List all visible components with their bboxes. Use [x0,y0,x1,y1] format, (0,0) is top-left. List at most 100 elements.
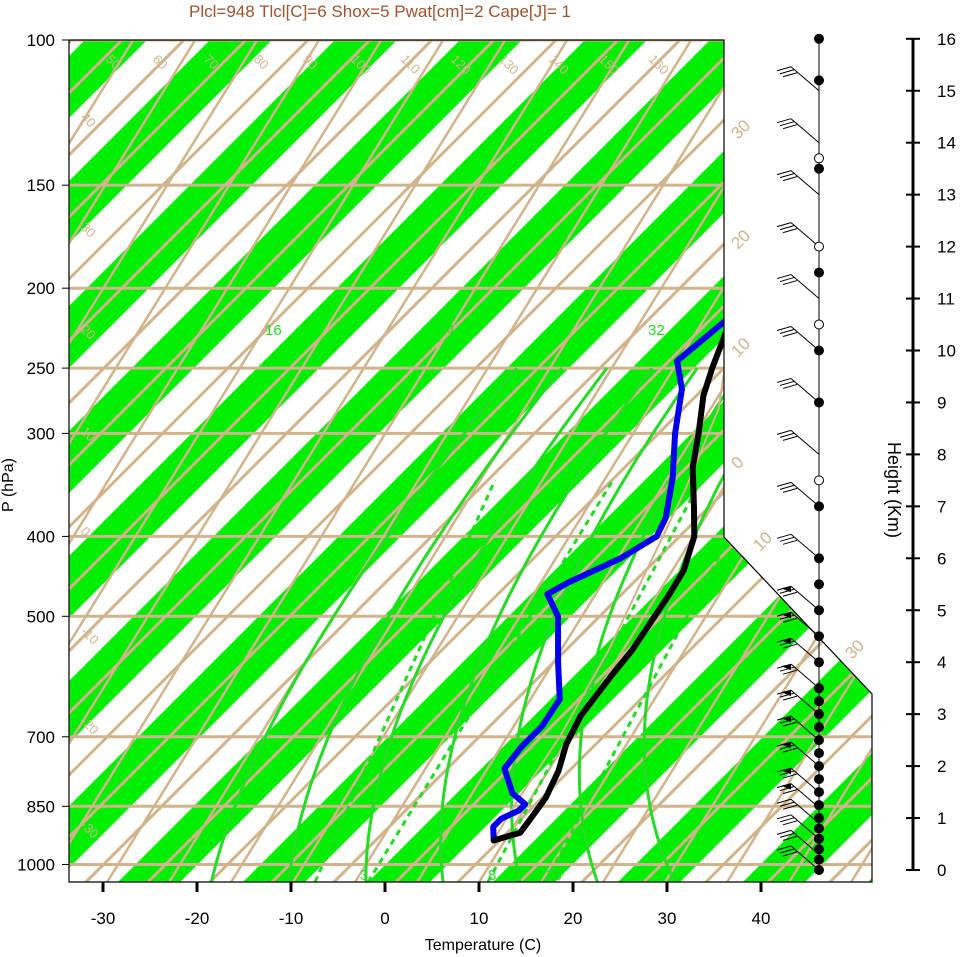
wind-barb [790,585,820,611]
skew-label: 30 [727,116,754,143]
isotherm-line [69,40,288,882]
wind-level-dot [814,345,824,356]
wind-barb-feather [776,533,792,539]
skew-label: 10 [727,334,754,361]
dry-adiabat-line [590,40,872,882]
wind-barb-feather [782,747,798,753]
height-tick-label: 0 [937,861,946,880]
height-tick-label: 4 [937,653,946,672]
wind-barb [790,814,820,840]
height-axis-label: Height (Km) [884,442,904,538]
height-tick-label: 11 [937,290,955,309]
wind-barb [790,715,820,741]
mixing-label: 16 [265,322,282,339]
wind-barb-feather [782,435,798,441]
wind-barb-pennant [781,586,791,593]
wind-barb [790,326,820,351]
wind-barb [790,845,820,871]
moist-adiabat-line [364,367,609,882]
x-tick-label: 30 [658,909,677,928]
isotherm-line [648,40,872,882]
wind-level-dot [814,813,824,824]
mixing-ratio-line [313,479,497,882]
y-tick-label: 1000 [17,856,55,875]
skew-label: 10 [749,528,776,555]
moist-adiabat-line [209,367,518,882]
wind-level-dot [814,267,824,278]
wind-barb-feather [779,69,795,75]
wind-barb-feather [779,614,795,620]
wind-barb-feather [776,798,792,804]
wind-barb-feather [782,487,798,493]
mixing-ratio-line [366,479,615,882]
wind-level-dot [814,865,824,875]
wind-barb-feather [782,773,798,779]
wind-barb-feather [776,429,792,435]
wind-barb-feather [776,222,792,228]
y-tick-label: 500 [27,607,55,626]
height-tick-label: 9 [937,393,946,412]
wind-level-dot [814,683,824,694]
mixing-label: 24 [438,322,455,339]
wind-barb-feather [779,801,795,807]
wind-barb [790,663,820,689]
y-tick-label: 300 [27,424,55,443]
wind-level-dot [814,800,824,811]
wind-level-dot [814,163,824,174]
wind-barb [790,170,820,196]
wind-barb [790,66,820,92]
y-tick-label: 150 [27,176,55,195]
moist-adiabat-line [287,367,563,882]
wind-barb-feather [776,829,792,835]
skew-label: 30 [841,636,868,663]
height-tick-label: 15 [937,82,956,101]
wind-level-dot [814,844,824,855]
dry-adiabat-line [69,40,222,882]
wind-barb-feather [779,770,795,776]
isotherm-line [524,40,872,882]
wind-barb-feather [782,820,798,826]
wind-barb-pennant [781,638,791,645]
height-tick-label: 1 [937,809,946,828]
wind-barb-feather [776,274,792,280]
wind-barb [790,274,820,299]
wind-barb-feather [782,643,798,649]
wind-barb-feather [776,326,792,331]
wind-barb-feather [779,692,795,698]
temperature-line [490,80,872,844]
wind-barb-feather [776,845,792,851]
mixing-ratio-line [543,479,762,882]
wind-level-dot [814,631,824,642]
height-tick-label: 16 [937,30,956,49]
isotherm-label: -10 [78,624,102,648]
skew-label: 20 [727,226,754,253]
wind-barb-feather [776,170,792,176]
wind-barb-feather [779,432,795,438]
wind-level-dot [814,319,824,330]
wind-level-dot [814,748,824,759]
wind-barb-feather [776,118,792,124]
wind-level-dot [814,823,824,834]
isotherm-line [69,40,536,882]
wind-level-dot [814,761,824,772]
mixing-label: 3 [360,867,368,884]
isotherm-label: 110 [398,52,423,77]
wind-level-dot [814,579,824,590]
wind-barb [790,767,820,793]
dry-adiabat-line [156,40,780,882]
height-tick-label: 14 [937,134,956,153]
wind-level-dot [814,605,824,616]
chart-title: Plcl=948 Tlcl[C]=6 Shox=5 Pwat[cm]=2 Cap… [189,2,571,21]
y-tick-label: 200 [27,279,55,298]
wind-barb [790,222,820,247]
wind-barb-pennant [781,664,791,671]
dry-adiabat-line [69,40,470,882]
wind-barb-feather [782,332,798,337]
x-tick-label: -10 [279,909,304,928]
dry-adiabat-line [652,40,872,882]
isotherm-line [586,40,872,882]
wind-barb-feather [779,380,795,386]
wind-barb-feather [779,536,795,542]
isotherm-line [69,40,474,882]
